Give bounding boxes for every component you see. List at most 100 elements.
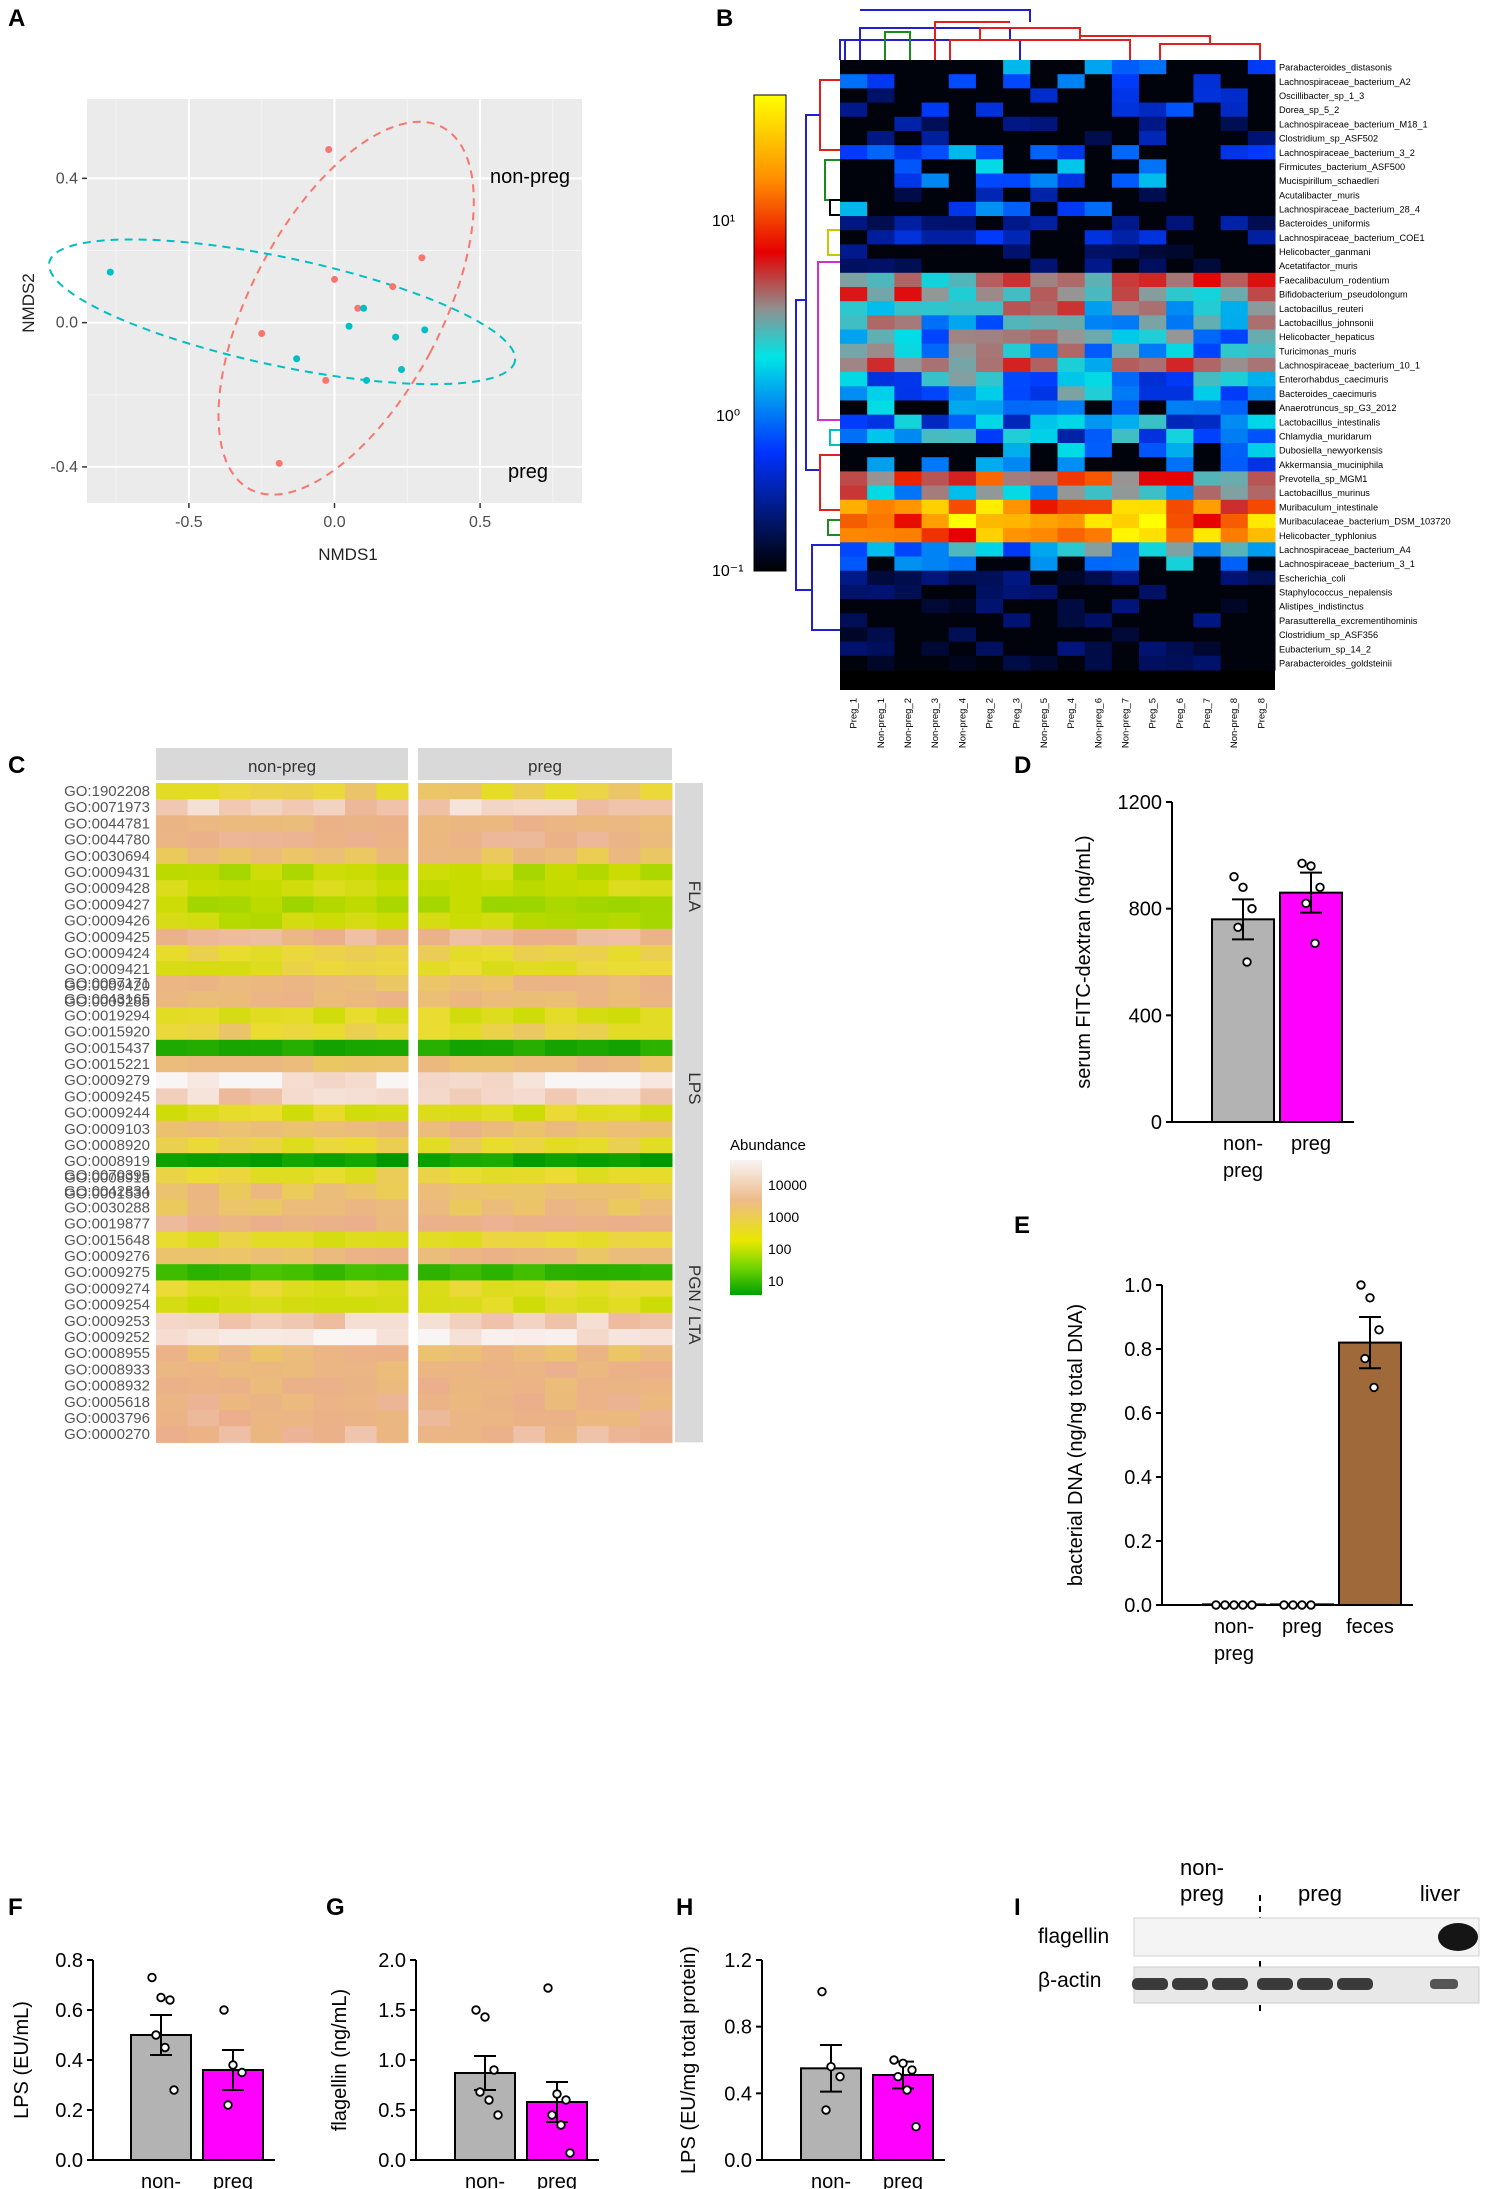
panel-c-heatmap-cell <box>418 975 451 992</box>
panel-b-heatmap-cell <box>921 74 950 89</box>
x-tick-label: non- <box>811 2171 851 2189</box>
panel-c-heatmap-cell <box>481 1056 514 1073</box>
x-tick-label: non- <box>1223 1133 1263 1155</box>
panel-b-heatmap-cell <box>1247 173 1276 189</box>
data-point <box>835 2071 845 2082</box>
panel-b-heatmap-cell <box>1220 414 1249 430</box>
panel-c-heatmap-cell <box>576 1248 609 1265</box>
panel-c-heatmap-cell <box>481 799 514 816</box>
panel-b-heatmap-cell <box>1247 599 1276 614</box>
panel-b-heatmap-cell <box>948 286 977 302</box>
panel-letter-e: E <box>1014 1212 1030 1239</box>
panel-c-go-term-label: GO:0042834 <box>64 1183 150 1200</box>
panel-c-heatmap-cell <box>219 1296 251 1314</box>
panel-b-row-label: Parasutterella_excrementihominis <box>1279 616 1418 626</box>
panel-c-heatmap-cell <box>156 1377 188 1395</box>
panel-c-heatmap-cell <box>576 991 609 1008</box>
panel-b-heatmap-cell <box>1003 613 1031 628</box>
panel-b-heatmap-cell <box>840 60 868 75</box>
panel-b-heatmap-cell <box>921 457 950 472</box>
panel-b-heatmap-cell <box>894 570 923 586</box>
panel-c-heatmap-cell <box>156 847 188 865</box>
x-tick-label: preg <box>1223 1160 1263 1182</box>
panel-a-point-nonpreg <box>325 146 333 153</box>
panel-c-heatmap-cell <box>576 1183 609 1200</box>
panel-c-heatmap-cell <box>513 1056 546 1073</box>
panel-b-row-label: Muribaculaceae_bacterium_DSM_103720 <box>1279 517 1451 527</box>
panel-b-heatmap-cell <box>1111 315 1140 331</box>
panel-c-heatmap-cell <box>282 1120 314 1138</box>
panel-b-heatmap-cell <box>1220 641 1249 657</box>
panel-c-heatmap-cell <box>187 1345 220 1362</box>
panel-a-point-preg <box>293 355 301 363</box>
panel-b-heatmap-cell <box>1166 201 1194 217</box>
panel-c-heatmap-cell <box>250 991 283 1008</box>
panel-b-heatmap-cell <box>1139 443 1167 458</box>
panel-b-heatmap-cell <box>1111 216 1140 231</box>
panel-b-heatmap-cell <box>921 201 950 217</box>
panel-b-heatmap-cell <box>867 244 895 260</box>
panel-c-heatmap-cell <box>313 1264 346 1281</box>
panel-c-heatmap-cell <box>481 864 514 881</box>
panel-c-heatmap-cell <box>313 945 346 962</box>
panel-c-heatmap-cell <box>313 1410 346 1427</box>
panel-c-heatmap-cell <box>608 1329 641 1346</box>
panel-b-heatmap-cell <box>840 655 868 671</box>
panel-c-heatmap-cell <box>449 1167 482 1184</box>
panel-c-heatmap-cell <box>250 1312 283 1330</box>
panel-c-heatmap-cell <box>156 1393 188 1411</box>
panel-c-heatmap-cell <box>345 1377 377 1395</box>
panel-c-heatmap-cell <box>576 1120 609 1138</box>
x-tick-label: feces <box>1346 1616 1394 1638</box>
panel-c-heatmap-cell <box>576 1296 609 1314</box>
panel-b-heatmap-cell <box>921 60 950 75</box>
panel-c-heatmap-cell <box>219 1312 251 1330</box>
panel-b-heatmap-cell <box>1139 272 1167 288</box>
panel-b-heatmap-cell <box>1003 655 1031 671</box>
panel-c-heatmap-cell <box>376 864 409 881</box>
panel-a-point-nonpreg <box>418 254 426 262</box>
panel-b-heatmap-cell <box>1111 145 1140 160</box>
panel-c-heatmap-cell <box>376 783 409 800</box>
panel-c-heatmap-cell <box>250 945 283 962</box>
panel-b-heatmap-cell <box>921 584 950 600</box>
panel-c-heatmap-cell <box>250 1329 283 1346</box>
panel-c-heatmap-cell <box>187 1104 220 1122</box>
panel-c-heatmap-cell <box>313 1153 346 1170</box>
panel-b-heatmap-cell <box>948 499 977 515</box>
panel-c-go-term-label: GO:0009420 <box>64 977 150 994</box>
panel-b-heatmap-cell <box>867 400 895 416</box>
panel-c-heatmap-cell <box>449 1361 482 1379</box>
panel-b-heatmap-cell <box>1166 88 1194 104</box>
panel-c-heatmap-cell <box>156 1088 188 1106</box>
panel-b-heatmap-cell <box>1220 627 1249 643</box>
panel-c-heatmap-cell <box>545 1056 578 1073</box>
panel-c-heatmap-cell <box>219 880 251 897</box>
panel-b-heatmap-cell <box>975 145 1004 160</box>
panel-b-heatmap-cell <box>948 173 977 189</box>
panel-b-heatmap-cell <box>1193 570 1222 586</box>
panel-c-heatmap-cell <box>313 1296 346 1314</box>
panel-c-heatmap-cell <box>449 1296 482 1314</box>
panel-c-heatmap-cell <box>449 928 482 946</box>
panel-b-heatmap-cell <box>1220 513 1249 529</box>
panel-b-heatmap-cell <box>840 443 868 458</box>
panel-b-heatmap-cell <box>1193 372 1222 387</box>
panel-c-heatmap-cell <box>187 1361 220 1379</box>
panel-b-heatmap-cell <box>1030 116 1058 132</box>
panel-c-heatmap-cell <box>250 1104 283 1122</box>
data-point <box>165 1995 175 2005</box>
panel-c-heatmap-cell <box>282 896 314 914</box>
panel-c-heatmap-cell <box>418 864 451 881</box>
panel-b-heatmap-cell <box>1247 613 1276 628</box>
panel-c-heatmap-cell <box>545 1199 578 1217</box>
panel-b-heatmap-cell <box>948 627 977 643</box>
panel-b-heatmap-cell <box>1084 329 1113 345</box>
panel-b-heatmap-cell <box>1166 230 1194 245</box>
panel-c-heatmap-cell <box>313 1377 346 1395</box>
panel-b-heatmap-cell <box>1139 130 1167 146</box>
panel-c-heatmap-cell <box>219 945 251 962</box>
panel-b-heatmap-cell <box>1166 187 1194 203</box>
panel-c-go-term-label: GO:0009428 <box>64 880 150 897</box>
panel-b-heatmap-cell <box>1193 443 1222 458</box>
